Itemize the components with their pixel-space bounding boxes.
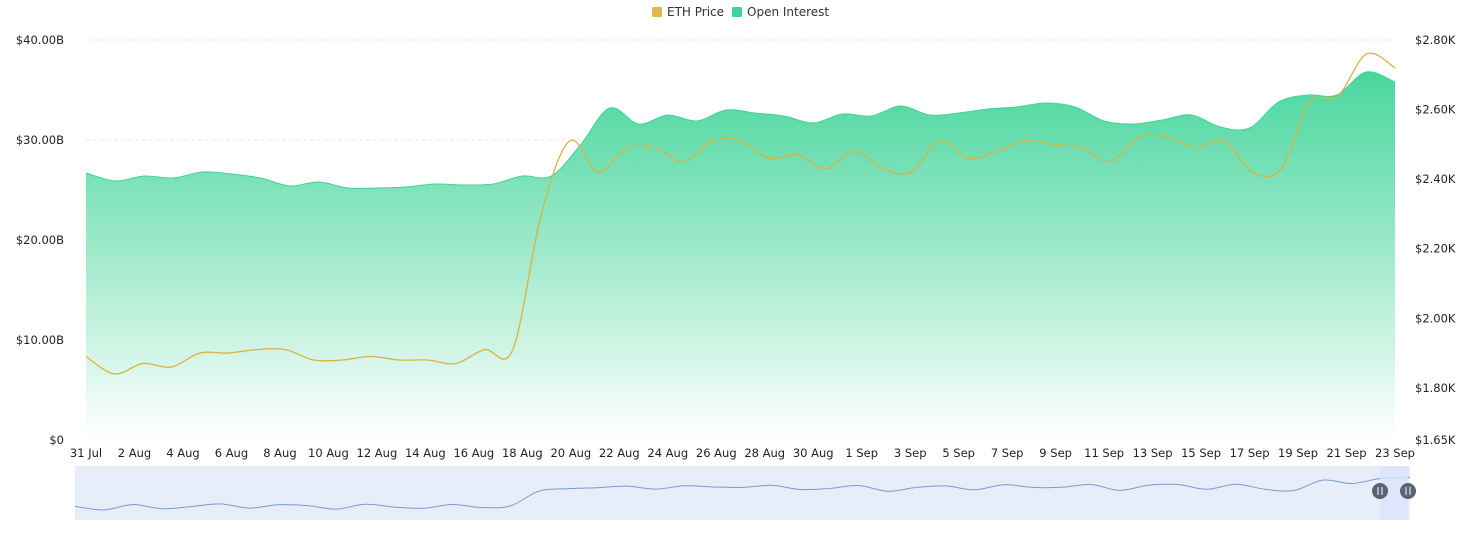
navigator-right-handle[interactable]: [1400, 483, 1416, 499]
x-axis-tick-label: 16 Aug: [453, 446, 494, 460]
open-interest-swatch: [732, 7, 742, 17]
grip-icon: [1372, 483, 1388, 499]
right-axis-tick-label: $2.40K: [1415, 172, 1456, 186]
x-axis-tick-label: 20 Aug: [550, 446, 591, 460]
x-axis-tick-label: 6 Aug: [215, 446, 248, 460]
x-axis-tick-label: 30 Aug: [793, 446, 834, 460]
x-axis-tick-label: 24 Aug: [647, 446, 688, 460]
eth-price-legend-label: ETH Price: [667, 5, 724, 19]
eth-price-swatch: [652, 7, 662, 17]
right-axis-tick-label: $1.65K: [1415, 433, 1456, 447]
x-axis-tick-label: 31 Jul: [70, 446, 102, 460]
x-axis-tick-label: 28 Aug: [744, 446, 785, 460]
x-axis-tick-label: 10 Aug: [308, 446, 349, 460]
eth-price-line: [85, 52, 1396, 375]
left-axis-tick-label: $10.00B: [16, 333, 64, 347]
x-axis-tick-label: 8 Aug: [263, 446, 296, 460]
x-axis-tick-label: 9 Sep: [1039, 446, 1072, 460]
x-axis-tick-label: 7 Sep: [991, 446, 1024, 460]
right-axis-tick-label: $1.80K: [1415, 381, 1456, 395]
left-axis-tick-label: $40.00B: [16, 33, 64, 47]
right-axis-tick-label: $2.20K: [1415, 242, 1456, 256]
navigator-area: [75, 477, 1410, 520]
x-axis-tick-label: 5 Sep: [942, 446, 975, 460]
legend: ETH Price Open Interest: [652, 5, 829, 19]
right-axis-tick-label: $2.60K: [1415, 103, 1456, 117]
right-axis-tick-label: $2.00K: [1415, 311, 1456, 325]
x-axis-tick-label: 19 Sep: [1278, 446, 1318, 460]
x-axis-tick-label: 17 Sep: [1230, 446, 1270, 460]
x-axis-tick-label: 3 Sep: [894, 446, 927, 460]
x-axis-tick-label: 23 Sep: [1375, 446, 1415, 460]
legend-item-eth-price[interactable]: ETH Price: [652, 5, 724, 19]
left-axis-tick-label: $20.00B: [16, 233, 64, 247]
left-axis: $0 $10.00B $20.00B $30.00B $40.00B: [16, 33, 64, 447]
x-axis-tick-label: 26 Aug: [696, 446, 737, 460]
open-interest-line: [85, 71, 1396, 189]
x-axis-tick-label: 13 Sep: [1133, 446, 1173, 460]
legend-item-open-interest[interactable]: Open Interest: [732, 5, 829, 19]
x-axis-tick-label: 14 Aug: [405, 446, 446, 460]
navigator-line: [74, 476, 1411, 511]
open-interest-area: [86, 71, 1395, 440]
x-axis-tick-label: 22 Aug: [599, 446, 640, 460]
navigator[interactable]: [74, 466, 1416, 520]
x-axis-tick-label: 4 Aug: [166, 446, 199, 460]
x-axis-tick-label: 11 Sep: [1084, 446, 1124, 460]
left-axis-tick-label: $0: [49, 433, 64, 447]
left-axis-tick-label: $30.00B: [16, 133, 64, 147]
x-axis-tick-label: 1 Sep: [845, 446, 878, 460]
open-interest-legend-label: Open Interest: [747, 5, 829, 19]
x-axis-tick-label: 12 Aug: [357, 446, 398, 460]
x-axis-tick-label: 2 Aug: [118, 446, 151, 460]
right-axis: $1.65K $1.80K $2.00K $2.20K $2.40K $2.60K $2.8…: [1415, 33, 1456, 447]
x-axis-tick-label: 15 Sep: [1181, 446, 1221, 460]
grip-icon: [1400, 483, 1416, 499]
x-axis-tick-label: 18 Aug: [502, 446, 543, 460]
x-axis: 31 Jul 2 Aug 4 Aug 6 Aug 8 Aug 10 Aug 12 Aug 14…: [70, 446, 1415, 460]
navigator-left-handle[interactable]: [1372, 483, 1388, 499]
x-axis-tick-label: 21 Sep: [1327, 446, 1367, 460]
right-axis-tick-label: $2.80K: [1415, 33, 1456, 47]
